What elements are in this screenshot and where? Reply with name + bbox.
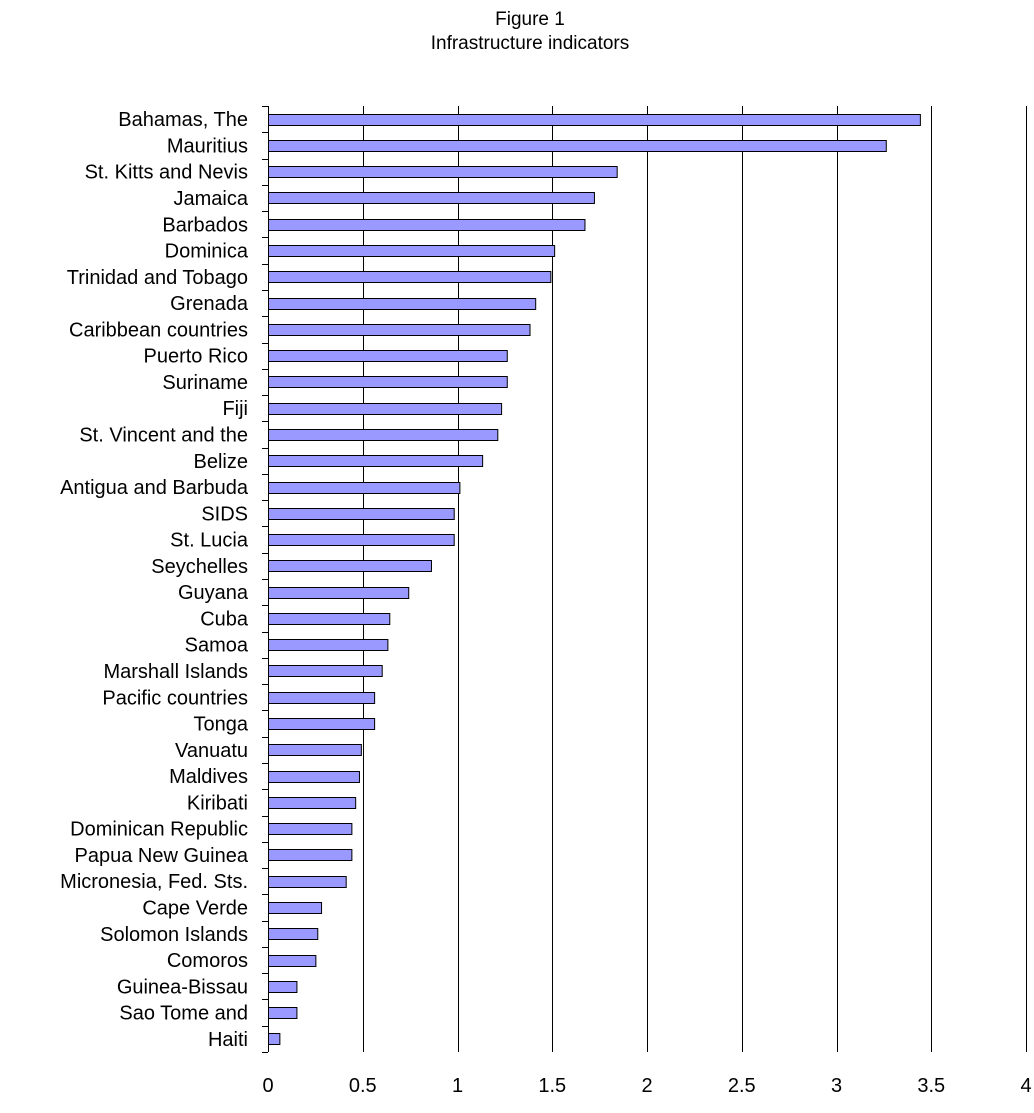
bar [268,508,455,520]
category-label: Fiji [222,398,248,420]
bar [268,140,887,152]
bar [268,455,484,467]
x-tick-label: 0 [262,1075,273,1097]
bar [268,298,537,310]
category-label: Marshall Islands [103,661,248,683]
x-tick-label: 2 [641,1075,652,1097]
bar [268,823,353,835]
bar [268,1007,298,1019]
category-label: St. Lucia [170,530,249,552]
bar [268,613,391,625]
x-tick-label: 1.5 [538,1075,566,1097]
bar [268,560,432,572]
category-label: St. Kitts and Nevis [85,162,248,184]
chart-title-line: Figure 1 [495,9,565,30]
bar [268,1033,281,1045]
category-label: Cape Verde [142,897,248,919]
category-label: Kiribati [187,792,248,814]
bar [268,482,461,494]
category-label: Bahamas, The [118,109,248,131]
category-label: SIDS [201,503,248,525]
bar [268,350,508,362]
bar [268,665,383,677]
bar [268,324,531,336]
chart-subtitle-line: Infrastructure indicators [430,33,630,54]
gridlines [363,106,1027,1052]
category-label: Samoa [185,635,249,657]
bar [268,403,503,415]
bar [268,692,376,704]
bar [268,166,618,178]
category-label: Dominica [165,241,249,263]
category-label: Mauritius [167,135,248,157]
category-label: Antigua and Barbuda [60,477,249,499]
bar [268,981,298,993]
category-label: Micronesia, Fed. Sts. [60,871,248,893]
category-label: Trinidad and Tobago [67,267,248,289]
x-tick-label: 1 [452,1075,463,1097]
category-label: Maldives [169,766,248,788]
category-label: Guinea-Bissau [117,976,248,998]
x-tick-label: 3 [831,1075,842,1097]
category-label: Belize [194,451,248,473]
x-tick-label: 0.5 [349,1075,377,1097]
category-label: Puerto Rico [144,346,249,368]
bar [268,219,586,231]
bar [268,928,319,940]
category-label: Papua New Guinea [75,845,249,867]
bar [268,744,362,756]
bar [268,639,389,651]
x-tick-label: 3.5 [917,1075,945,1097]
category-label: Cuba [200,608,249,630]
bars [268,114,921,1045]
bar [268,271,552,283]
category-label: Barbados [162,214,248,236]
bar [268,955,317,967]
bar [268,902,323,914]
category-label: Solomon Islands [100,924,248,946]
category-label: Comoros [167,950,248,972]
bar [268,534,455,546]
category-label: Sao Tome and [119,1003,248,1025]
category-label: Grenada [170,293,249,315]
bar [268,245,556,257]
category-label: St. Vincent and the [79,424,248,446]
bar [268,849,353,861]
category-label: Guyana [178,582,249,604]
category-label: Haiti [208,1029,248,1051]
chart-title: Figure 1 Infrastructure indicators [0,8,1034,56]
category-label: Suriname [162,372,248,394]
bar [268,718,376,730]
bar [268,376,508,388]
bar [268,192,595,204]
y-axis [262,106,269,1053]
category-labels: Bahamas, The Mauritius St. Kitts and Nevis… [60,109,249,1051]
category-label: Seychelles [151,556,248,578]
category-label: Tonga [194,714,249,736]
x-tick-label: 2.5 [728,1075,756,1097]
bar [268,587,410,599]
category-label: Caribbean countries [69,319,248,341]
category-label: Jamaica [174,188,249,210]
bar [268,797,357,809]
bar [268,876,347,888]
bar [268,771,360,783]
category-label: Dominican Republic [70,819,248,841]
category-label: Pacific countries [102,687,248,709]
x-tick-label: 4 [1020,1075,1031,1097]
bar [268,429,499,441]
x-tick-labels: 0 0.5 1 1.5 2 2.5 3 3.5 4 [262,1075,1031,1097]
bar [268,114,921,126]
category-label: Vanuatu [175,740,248,762]
